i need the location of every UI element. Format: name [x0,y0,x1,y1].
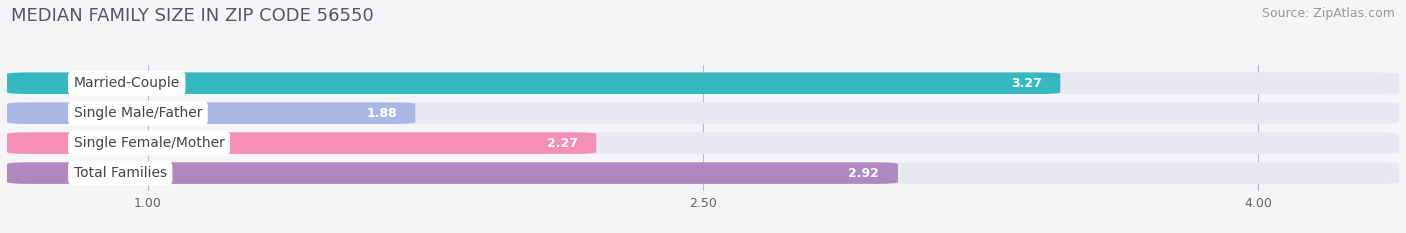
FancyBboxPatch shape [7,162,1399,184]
FancyBboxPatch shape [7,102,415,124]
FancyBboxPatch shape [7,132,1399,154]
Text: 1.88: 1.88 [366,107,396,120]
FancyBboxPatch shape [7,132,596,154]
FancyBboxPatch shape [7,102,1399,124]
Text: Single Female/Mother: Single Female/Mother [73,136,225,150]
Text: Total Families: Total Families [73,166,167,180]
Text: Married-Couple: Married-Couple [73,76,180,90]
FancyBboxPatch shape [7,162,898,184]
Text: MEDIAN FAMILY SIZE IN ZIP CODE 56550: MEDIAN FAMILY SIZE IN ZIP CODE 56550 [11,7,374,25]
Text: 2.92: 2.92 [848,167,879,180]
Text: 3.27: 3.27 [1011,77,1042,90]
FancyBboxPatch shape [7,72,1399,94]
Text: Single Male/Father: Single Male/Father [73,106,202,120]
Text: 2.27: 2.27 [547,137,578,150]
Text: Source: ZipAtlas.com: Source: ZipAtlas.com [1261,7,1395,20]
FancyBboxPatch shape [7,72,1060,94]
